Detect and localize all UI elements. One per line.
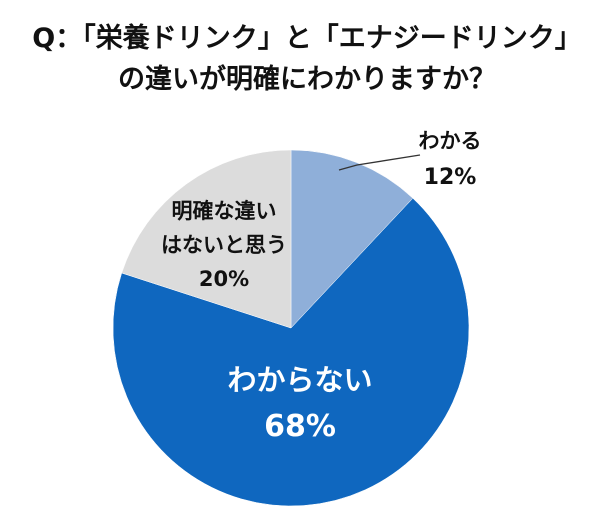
slice-label-3: 明確な違い xyxy=(172,199,277,223)
slice-label-1: わかる xyxy=(419,129,482,153)
slice-label-3: はないと思う xyxy=(161,233,287,257)
slice-label-2: わからない xyxy=(227,363,372,397)
chart-title-line-1: Q：「栄養ドリンク」と「エナジードリンク」 xyxy=(32,22,581,54)
slice-value-label-1: 12% xyxy=(424,165,477,190)
slice-value-label-2: 68% xyxy=(264,409,336,444)
pie-slice-3 xyxy=(121,149,292,329)
chart-title-line-2: の違いが明確にわかりますか？ xyxy=(118,63,496,95)
pie-slices xyxy=(112,149,470,507)
pie-slice-2 xyxy=(112,197,470,507)
leader-lines xyxy=(338,154,421,171)
pie-slice-1 xyxy=(290,149,414,329)
slice-value-label-3: 20% xyxy=(199,267,249,291)
leader-line-1 xyxy=(338,154,421,171)
chart-title: Q：「栄養ドリンク」と「エナジードリンク」 の違いが明確にわかりますか？ xyxy=(32,22,581,95)
